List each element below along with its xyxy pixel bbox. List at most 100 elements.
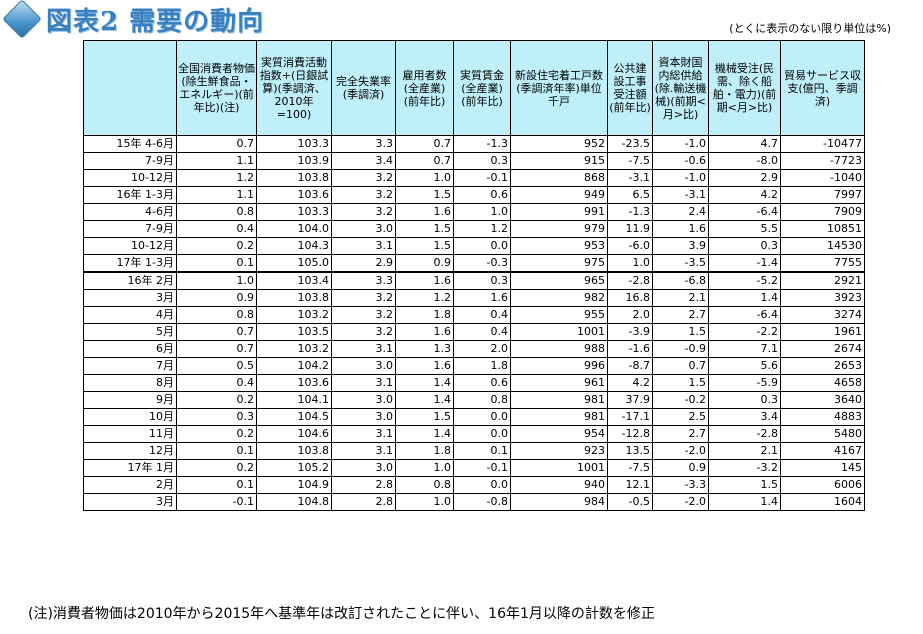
table-cell: -1.6 bbox=[607, 340, 653, 358]
row-label: 3月 bbox=[83, 493, 177, 511]
page-title: 図表2 需要の動向 bbox=[2, 0, 264, 39]
table-cell: 1.5 bbox=[708, 476, 781, 494]
table-cell: 7997 bbox=[780, 186, 865, 204]
table-cell: 0.3 bbox=[453, 152, 511, 170]
table-cell: 3.9 bbox=[652, 237, 709, 255]
table-cell: 3.2 bbox=[331, 203, 396, 221]
table-cell: 3.0 bbox=[331, 391, 396, 409]
table-cell: -0.9 bbox=[652, 340, 709, 358]
table-cell: -0.1 bbox=[453, 169, 511, 187]
table-cell: 952 bbox=[510, 135, 608, 153]
table-cell: 3.1 bbox=[331, 237, 396, 255]
table-cell: 984 bbox=[510, 493, 608, 511]
table-cell: 1.5 bbox=[395, 237, 454, 255]
column-header: 貿易サービス収支(億円、季調済) bbox=[780, 40, 865, 136]
table-cell: -0.5 bbox=[607, 493, 653, 511]
row-label: 2月 bbox=[83, 476, 177, 494]
table-cell: 16.8 bbox=[607, 289, 653, 307]
row-label: 4月 bbox=[83, 306, 177, 324]
table-cell: 1.0 bbox=[395, 493, 454, 511]
table-cell: 1.0 bbox=[395, 459, 454, 477]
table-cell: 0.1 bbox=[176, 442, 257, 460]
table-cell: 3.3 bbox=[331, 271, 396, 290]
table-cell: 0.7 bbox=[176, 340, 257, 358]
table-cell: -8.7 bbox=[607, 357, 653, 375]
table-cell: 1.1 bbox=[176, 186, 257, 204]
table-row: 6月 0.7 103.2 3.1 1.3 2.0 988 -1.6 -0.9 7.1 2674 bbox=[83, 340, 865, 358]
table-row: 9月 0.2 104.1 3.0 1.4 0.8 981 37.9 -0.2 0.3 3640 bbox=[83, 391, 865, 409]
row-label: 10-12月 bbox=[83, 169, 177, 187]
table-cell: 0.5 bbox=[176, 357, 257, 375]
row-label: 5月 bbox=[83, 323, 177, 341]
row-label: 8月 bbox=[83, 374, 177, 392]
table-row: 12月 0.1 103.8 3.1 1.8 0.1 923 13.5 -2.0 2.1 4167 bbox=[83, 442, 865, 460]
table-cell: 0.9 bbox=[652, 459, 709, 477]
table-cell: 103.2 bbox=[256, 306, 332, 324]
row-label: 15年 4-6月 bbox=[83, 135, 177, 153]
table-cell: -2.8 bbox=[607, 271, 653, 290]
table-cell: 1.0 bbox=[176, 271, 257, 290]
table-cell: 2.7 bbox=[652, 306, 709, 324]
table-cell: 953 bbox=[510, 237, 608, 255]
table-cell: 6006 bbox=[780, 476, 865, 494]
table-cell: -3.2 bbox=[708, 459, 781, 477]
table-cell: 104.8 bbox=[256, 493, 332, 511]
table-cell: 0.0 bbox=[453, 425, 511, 443]
table-cell: -1.3 bbox=[607, 203, 653, 221]
table-cell: -7.5 bbox=[607, 152, 653, 170]
table-cell: 954 bbox=[510, 425, 608, 443]
table-cell: 3.2 bbox=[331, 323, 396, 341]
table-cell: 1.2 bbox=[453, 220, 511, 238]
table-cell: 3.4 bbox=[331, 152, 396, 170]
table-cell: 145 bbox=[780, 459, 865, 477]
table-cell: 1.6 bbox=[652, 220, 709, 238]
table-cell: 1001 bbox=[510, 323, 608, 341]
table-cell: 0.4 bbox=[176, 374, 257, 392]
column-header: 全国消費者物価(除生鮮食品・エネルギー)(前年比)(注) bbox=[176, 40, 257, 136]
table-cell: -3.5 bbox=[652, 254, 709, 273]
table-cell: -0.1 bbox=[176, 493, 257, 511]
table-cell: 940 bbox=[510, 476, 608, 494]
table-row: 7-9月 1.1 103.9 3.4 0.7 0.3 915 -7.5 -0.6 -8.0 -772… bbox=[83, 152, 865, 170]
table-cell: 955 bbox=[510, 306, 608, 324]
table-cell: -5.2 bbox=[708, 271, 781, 290]
table-cell: 1.6 bbox=[395, 357, 454, 375]
table-cell: 3.2 bbox=[331, 306, 396, 324]
table-cell: 2.0 bbox=[453, 340, 511, 358]
table-cell: 4.2 bbox=[607, 374, 653, 392]
table-cell: -1.4 bbox=[708, 254, 781, 273]
table-cell: 2.1 bbox=[708, 442, 781, 460]
table-cell: 3.3 bbox=[331, 135, 396, 153]
table-cell: 3274 bbox=[780, 306, 865, 324]
table-cell: 3.0 bbox=[331, 408, 396, 426]
table-row: 2月 0.1 104.9 2.8 0.8 0.0 940 12.1 -3.3 1.5 6006 bbox=[83, 476, 865, 494]
column-header: 実質賃金(全産業)(前年比) bbox=[453, 40, 511, 136]
table-cell: -0.1 bbox=[453, 459, 511, 477]
table-cell: 1.0 bbox=[453, 203, 511, 221]
table-cell: 981 bbox=[510, 408, 608, 426]
table-cell: 0.8 bbox=[176, 306, 257, 324]
table-cell: 103.8 bbox=[256, 169, 332, 187]
table-cell: 965 bbox=[510, 271, 608, 290]
table-cell: 0.7 bbox=[395, 135, 454, 153]
table-cell: 1.2 bbox=[176, 169, 257, 187]
row-label: 16年 1-3月 bbox=[83, 186, 177, 204]
table-cell: 0.6 bbox=[453, 374, 511, 392]
table-cell: 988 bbox=[510, 340, 608, 358]
table-cell: 12.1 bbox=[607, 476, 653, 494]
table-cell: -6.8 bbox=[652, 271, 709, 290]
row-label: 9月 bbox=[83, 391, 177, 409]
table-cell: 6.5 bbox=[607, 186, 653, 204]
table-cell: 0.9 bbox=[395, 254, 454, 273]
table-row: 16年 2月 1.0 103.4 3.3 1.6 0.3 965 -2.8 -6.8 -5.2 29… bbox=[83, 271, 865, 290]
table-cell: 979 bbox=[510, 220, 608, 238]
table-cell: -5.9 bbox=[708, 374, 781, 392]
table-cell: 103.4 bbox=[256, 271, 332, 290]
table-cell: 3923 bbox=[780, 289, 865, 307]
table-cell: 1.4 bbox=[395, 374, 454, 392]
table-cell: 7.1 bbox=[708, 340, 781, 358]
table-cell: 0.0 bbox=[453, 408, 511, 426]
table-cell: 11.9 bbox=[607, 220, 653, 238]
table-cell: -2.0 bbox=[652, 493, 709, 511]
column-header: 新設住宅着工戸数(季調済年率)単位 千戸 bbox=[510, 40, 608, 136]
